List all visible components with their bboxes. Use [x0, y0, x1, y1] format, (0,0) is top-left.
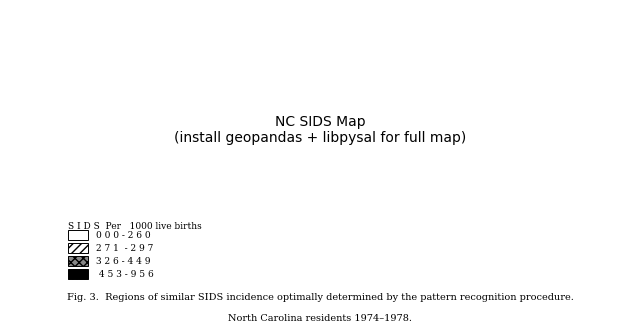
Text: 4 5 3 - 9 5 6: 4 5 3 - 9 5 6 [96, 270, 154, 279]
Bar [68, 230, 88, 240]
Text: S I D S  Per   1000 live births: S I D S Per 1000 live births [68, 222, 202, 231]
Text: Fig. 3.  Regions of similar SIDS incidence optimally determined by the pattern r: Fig. 3. Regions of similar SIDS incidenc… [67, 293, 573, 302]
Text: North Carolina residents 1974–1978.: North Carolina residents 1974–1978. [228, 314, 412, 323]
Bar [68, 269, 88, 279]
Text: NC SIDS Map
(install geopandas + libpysal for full map): NC SIDS Map (install geopandas + libpysa… [174, 114, 466, 145]
Text: 2 7 1  - 2 9 7: 2 7 1 - 2 9 7 [96, 244, 154, 253]
Text: 3 2 6 - 4 4 9: 3 2 6 - 4 4 9 [96, 257, 151, 266]
Bar [68, 256, 88, 266]
Text: 0 0 0 - 2 6 0: 0 0 0 - 2 6 0 [96, 231, 151, 240]
Bar [68, 243, 88, 253]
